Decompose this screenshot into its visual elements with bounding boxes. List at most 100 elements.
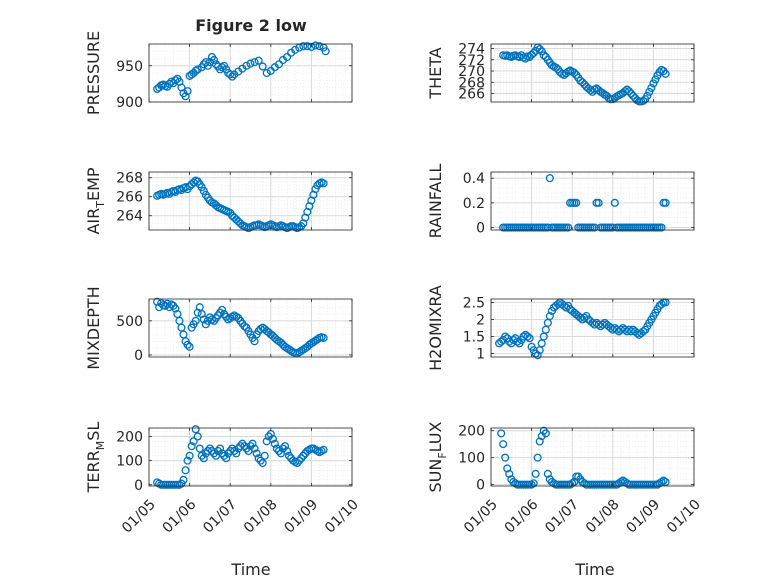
panel-7-data-point xyxy=(618,476,627,485)
panel-2-ylabel: AIRTEMP xyxy=(84,167,107,234)
panel-3-data-point xyxy=(572,198,581,207)
panel-6-data-point xyxy=(280,442,290,451)
panel-6-data-point xyxy=(228,444,237,453)
panel-7-axes-box xyxy=(490,427,695,487)
panel-0-axes-box xyxy=(148,43,353,103)
panel-1-data-point xyxy=(578,78,587,87)
panel-1-data-point xyxy=(535,45,544,54)
panel-6-data-point xyxy=(258,458,267,468)
panel-6-data-point xyxy=(293,458,302,468)
panel-1-data-point xyxy=(645,87,654,96)
panel-5-data-point xyxy=(560,301,569,310)
panel-2-axes-box xyxy=(148,171,353,231)
panel-0-data-point xyxy=(181,92,190,101)
panel-7-ytick-label: 200 xyxy=(458,424,485,440)
panel-6-data-point xyxy=(270,439,279,448)
panel-5-data-point xyxy=(501,332,510,341)
panel-5-data-point xyxy=(639,327,648,336)
panel-5-data-point xyxy=(497,337,506,346)
panel-1-ytick-label: 266 xyxy=(458,87,485,103)
panel-7-data-point xyxy=(535,437,544,446)
panel-3-axes-box xyxy=(490,171,695,231)
panel-0-data-point xyxy=(218,63,227,72)
panel-3-ytick-label: 0.2 xyxy=(463,196,485,212)
panel-6-data-point xyxy=(248,439,257,448)
panel-6-data-point xyxy=(282,446,292,456)
x-axis-label-right: Time xyxy=(574,560,614,579)
panel-6-data-point xyxy=(181,466,190,475)
panel-7-data-point xyxy=(566,480,575,489)
panel-0-data-point xyxy=(307,42,316,51)
panel-0-data-point xyxy=(209,55,219,64)
panel-3-data-point xyxy=(610,198,619,207)
panel-6-data-point xyxy=(191,425,200,434)
panel-7-data-point xyxy=(541,429,550,438)
panel-6-xtick-label: 01/05 xyxy=(119,497,159,537)
panel-7-xtick-label: 01/05 xyxy=(461,497,501,537)
panel-0-data-point xyxy=(254,56,263,65)
panel-0-ytick-label: 900 xyxy=(116,95,143,111)
panel-2-data-point xyxy=(319,179,328,188)
panel-4-axes-box xyxy=(148,298,353,358)
panel-6-data-point xyxy=(222,454,231,463)
panel-6-data-point xyxy=(299,451,308,460)
panel-6-xtick-label: 01/09 xyxy=(281,497,321,537)
panel-0-data-point xyxy=(191,66,200,75)
panel-0-data-point xyxy=(262,68,271,78)
panel-6-ytick-label: 200 xyxy=(116,429,143,445)
panel-3-data-point xyxy=(661,198,670,207)
panel-6-ytick-label: 100 xyxy=(116,454,143,470)
panel-7-background xyxy=(491,428,694,486)
panel-0-data-point xyxy=(228,72,237,81)
panel-1-ytick-label: 274 xyxy=(458,42,485,58)
panel-3-data-point xyxy=(564,223,573,232)
panel-5-data-point xyxy=(562,303,571,312)
panel-1-data-point xyxy=(551,63,561,72)
panel-7-ylabel: SUNFLUX xyxy=(426,421,449,492)
panel-5-data-point xyxy=(513,337,522,346)
panel-7-data-point xyxy=(543,469,552,478)
panel-6-data-point xyxy=(220,451,229,460)
panel-7-data-point xyxy=(661,477,670,487)
panel-3-data-point xyxy=(543,223,552,232)
panel-3-data-point xyxy=(657,223,666,232)
panel-6-data-point xyxy=(268,434,277,443)
panel-0-data-point xyxy=(303,42,312,51)
panel-1-data-point xyxy=(570,68,579,77)
panel-5-data-point xyxy=(523,332,532,341)
panel-6-data-point xyxy=(187,442,196,451)
x-axis-label-left: Time xyxy=(230,560,270,579)
panel-6-data-point xyxy=(207,446,216,456)
panel-1-data-point xyxy=(643,91,652,100)
panel-6-data-point xyxy=(274,446,283,456)
panel-4-data-point xyxy=(276,338,286,347)
panel-4-data-point xyxy=(218,305,227,314)
panel-6-data-point xyxy=(319,445,328,454)
panel-0-data-point xyxy=(242,61,251,70)
panel-7-data-point xyxy=(537,432,546,441)
panel-1-data-point xyxy=(539,51,548,60)
panel-4-data-point xyxy=(207,315,216,324)
panel-6-data-point xyxy=(230,446,239,456)
panel-7-data-point xyxy=(659,476,668,485)
panel-1-data-point xyxy=(529,48,538,58)
panel-7-data-point xyxy=(505,469,514,478)
panel-7-data-point xyxy=(527,480,536,489)
panel-7-ytick-label: 100 xyxy=(458,451,485,467)
panel-6-data-point xyxy=(278,444,288,453)
panel-7-data-point xyxy=(497,429,506,438)
panel-5-data-point xyxy=(580,313,589,322)
panel-6-axes-box xyxy=(148,427,353,487)
panel-6-data-point xyxy=(246,442,255,451)
panel-0-data-point xyxy=(250,58,259,67)
panel-5-ytick-label: 1 xyxy=(476,347,485,363)
panel-7-data-point xyxy=(503,464,512,473)
panel-7-data-point xyxy=(529,479,538,488)
panel-0-data-point xyxy=(159,80,168,89)
panel-3-ytick-label: 0 xyxy=(476,221,485,237)
panel-6-data-point xyxy=(242,444,251,453)
panel-6-data-point xyxy=(179,475,188,485)
panel-2-ytick-label: 266 xyxy=(116,190,143,206)
panel-0-data-point xyxy=(282,52,292,62)
panel-7-xtick-label: 01/09 xyxy=(623,497,663,537)
